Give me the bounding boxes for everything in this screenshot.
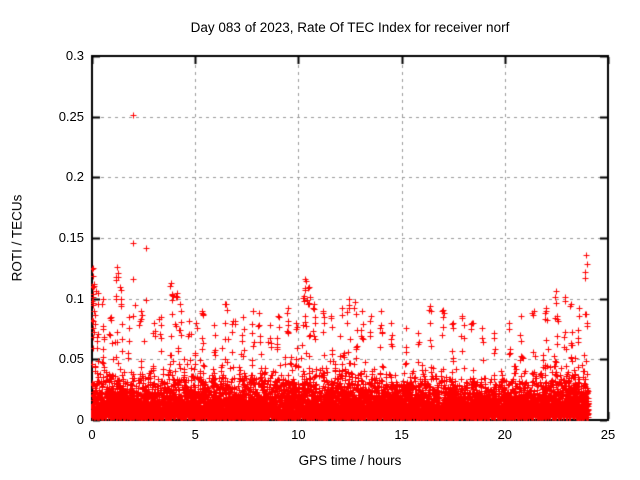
x-tick-label: 5	[191, 427, 199, 442]
x-tick-label: 25	[600, 427, 616, 442]
x-tick-label: 15	[394, 427, 409, 442]
y-tick-label: 0.15	[58, 230, 84, 245]
x-tick-label: 10	[291, 427, 306, 442]
x-tick-label: 20	[497, 427, 513, 442]
y-tick-label: 0.05	[58, 351, 84, 367]
x-tick-label: 0	[88, 427, 96, 442]
y-tick-label: 0.3	[65, 48, 84, 63]
y-tick-label: 0.25	[58, 108, 84, 124]
y-tick-label: 0	[76, 412, 84, 427]
y-axis-label: ROTI / TECUs	[9, 194, 25, 282]
y-tick-label: 0.2	[65, 169, 84, 185]
x-axis-label: GPS time / hours	[298, 453, 402, 468]
chart-title: Day 083 of 2023, Rate Of TEC Index for r…	[190, 20, 510, 35]
y-tick-label: 0.1	[65, 290, 84, 306]
